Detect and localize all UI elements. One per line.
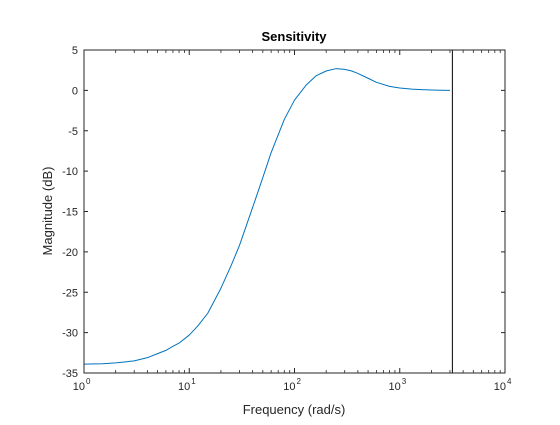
x-tick-base: 10 — [178, 381, 190, 393]
x-tick-exponent: 3 — [402, 377, 407, 386]
x-tick-exponent: 0 — [86, 377, 91, 386]
y-tick-label: 5 — [72, 45, 78, 57]
y-tick-label: -25 — [62, 287, 78, 299]
chart-title: Sensitivity — [261, 29, 327, 44]
x-axis-label: Frequency (rad/s) — [243, 402, 346, 417]
x-tick-label: 10 1 — [178, 377, 196, 393]
x-tick-label: 10 2 — [283, 377, 301, 393]
x-tick-base: 10 — [283, 381, 295, 393]
axes-background — [84, 50, 505, 373]
y-tick-label: -10 — [62, 166, 78, 178]
x-tick-exponent: 4 — [507, 377, 512, 386]
x-tick-labels: 10 0 10 1 10 2 10 3 10 4 — [73, 377, 512, 393]
y-tick-label: -20 — [62, 247, 78, 259]
y-tick-label: -15 — [62, 207, 78, 219]
y-tick-label: -35 — [62, 368, 78, 380]
x-tick-base: 10 — [494, 381, 506, 393]
x-tick-exponent: 2 — [297, 377, 302, 386]
y-tick-label: 0 — [72, 85, 78, 97]
x-tick-exponent: 1 — [191, 377, 196, 386]
series-layer — [83, 68, 450, 365]
axes-box — [83, 49, 506, 374]
y-tick-label: -30 — [62, 328, 78, 340]
series-line-0 — [83, 68, 450, 365]
y-tick-label: -5 — [68, 126, 78, 138]
x-tick-base: 10 — [389, 381, 401, 393]
x-tick-label: 10 0 — [73, 377, 91, 393]
x-tick-base: 10 — [73, 381, 85, 393]
x-tick-label: 10 3 — [389, 377, 407, 393]
y-tick-labels: 5 0 -5 -10 -15 -20 -25 -30 -35 — [62, 45, 78, 380]
y-axis-label: Magnitude (dB) — [40, 167, 55, 256]
x-tick-label: 10 4 — [494, 377, 512, 393]
